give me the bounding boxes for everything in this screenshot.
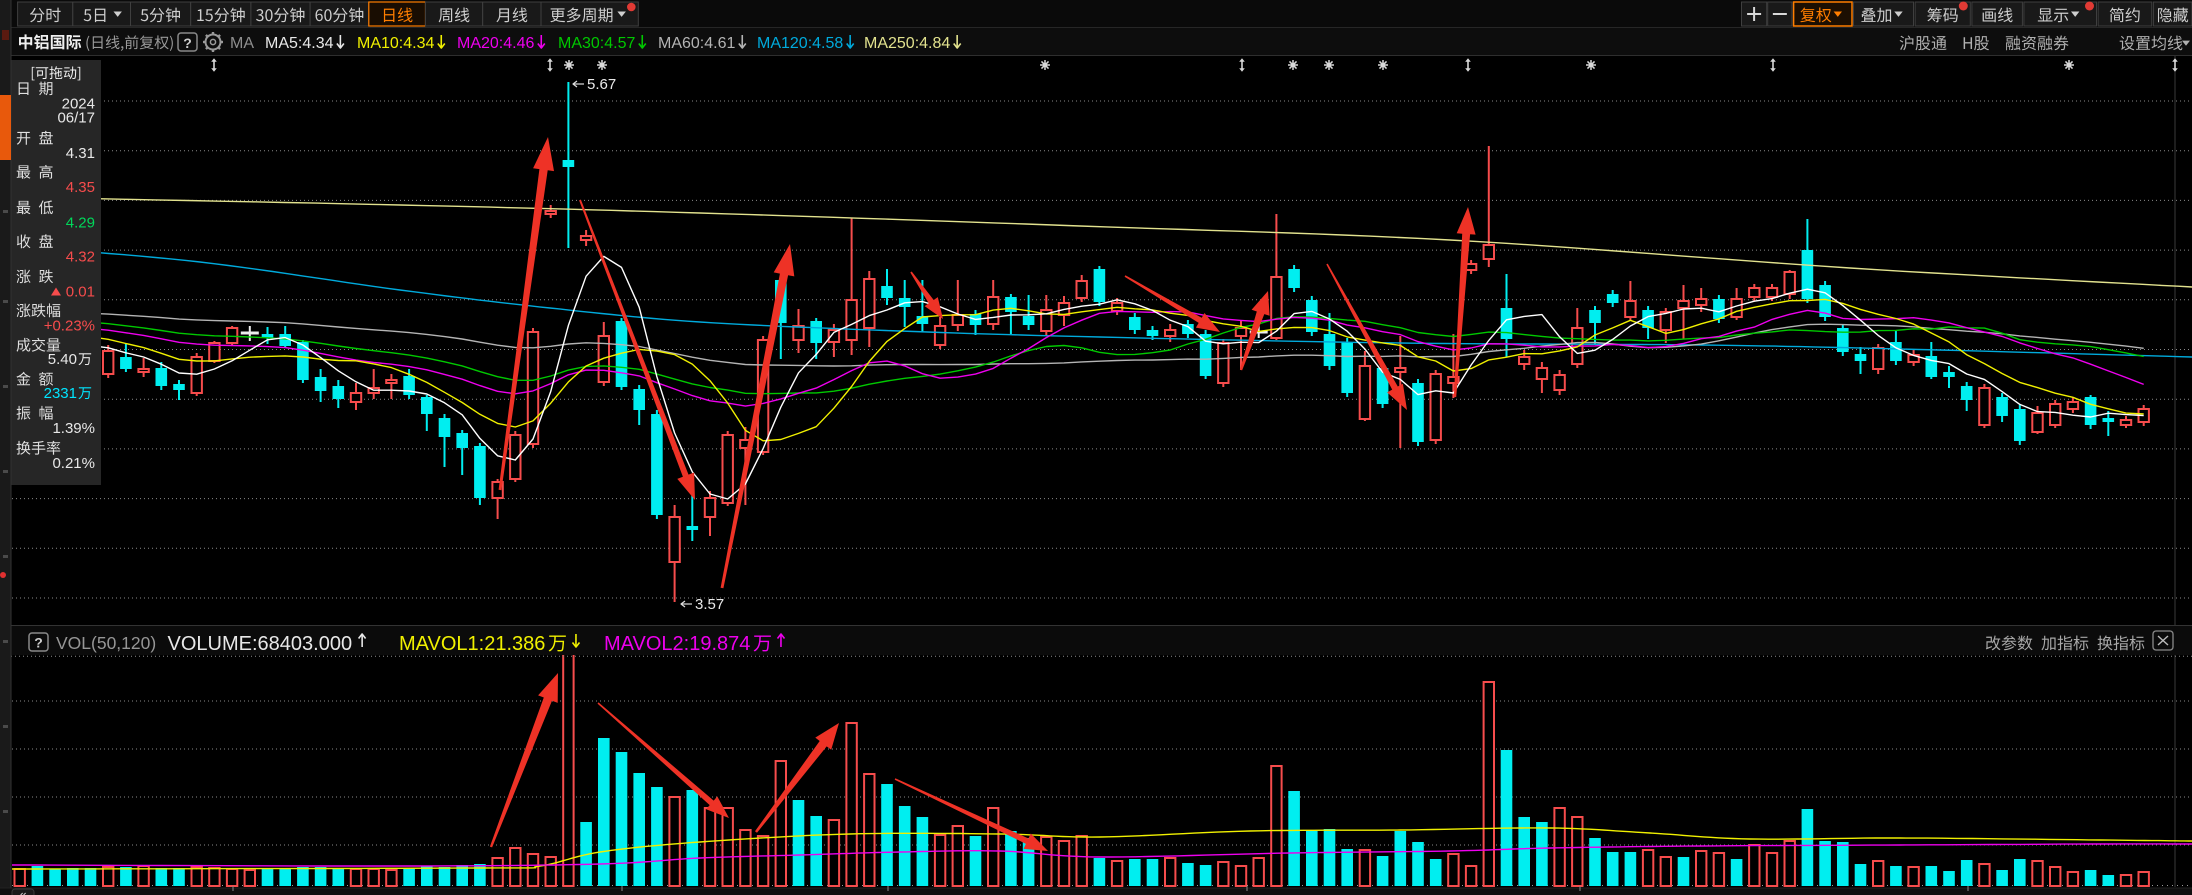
svg-text:MA5:4.34: MA5:4.34 xyxy=(265,35,334,52)
svg-text:4.35: 4.35 xyxy=(66,179,95,196)
svg-text:MAVOL1:21.386: MAVOL1:21.386 xyxy=(399,633,545,655)
svg-text:4.31: 4.31 xyxy=(66,145,95,162)
svg-text:VOLUME:68403.000: VOLUME:68403.000 xyxy=(168,633,353,655)
svg-text:0.01: 0.01 xyxy=(66,284,95,301)
svg-text:?: ? xyxy=(34,635,43,651)
svg-text:3.57: 3.57 xyxy=(695,596,724,613)
svg-text:5.67: 5.67 xyxy=(587,76,616,93)
svg-text:MA20:4.46: MA20:4.46 xyxy=(457,35,534,52)
svg-text:MA120:4.58: MA120:4.58 xyxy=(757,35,843,52)
svg-text:?: ? xyxy=(183,35,192,51)
svg-text:4.32: 4.32 xyxy=(66,249,95,266)
svg-text:4.29: 4.29 xyxy=(66,215,95,232)
svg-text:MA: MA xyxy=(230,35,254,52)
svg-text:2331: 2331 xyxy=(44,385,77,402)
svg-text:VOL(50,120): VOL(50,120) xyxy=(56,633,156,653)
svg-text:«: « xyxy=(19,887,26,895)
svg-text:MAVOL2:19.874: MAVOL2:19.874 xyxy=(604,633,750,655)
svg-text:MA30:4.57: MA30:4.57 xyxy=(558,35,635,52)
svg-text:0.21%: 0.21% xyxy=(52,455,95,472)
svg-text:5.40: 5.40 xyxy=(48,351,77,368)
svg-text:MA250:4.84: MA250:4.84 xyxy=(864,35,950,52)
svg-text:MA60:4.61: MA60:4.61 xyxy=(658,35,735,52)
svg-text:MA10:4.34: MA10:4.34 xyxy=(357,35,434,52)
svg-text:2024: 2024 xyxy=(62,96,95,113)
svg-text:06/17: 06/17 xyxy=(57,110,95,127)
svg-text:+0.23%: +0.23% xyxy=(44,318,95,335)
svg-text:1.39%: 1.39% xyxy=(52,420,95,437)
